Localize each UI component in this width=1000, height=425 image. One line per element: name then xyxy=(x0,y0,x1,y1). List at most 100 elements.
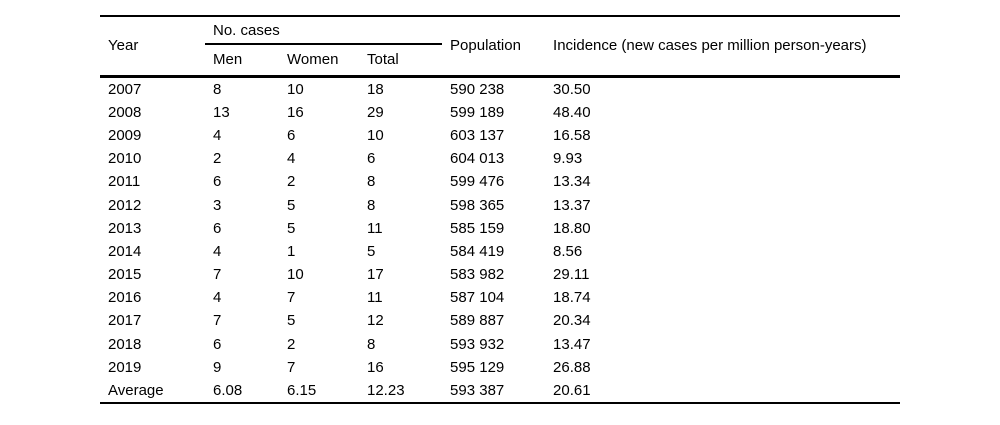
table-row: 2008 13 16 29 599 189 48.40 xyxy=(100,101,900,124)
cell-population: 583 982 xyxy=(450,266,505,284)
cell-men: 6 xyxy=(213,173,222,191)
cell-men: 8 xyxy=(213,80,222,98)
cell-total: 8 xyxy=(367,335,376,353)
cell-population: 589 887 xyxy=(450,312,505,330)
cell-men: 3 xyxy=(213,196,222,214)
cell-incidence: 26.88 xyxy=(553,358,591,376)
cell-men: 7 xyxy=(213,312,222,330)
cell-year: 2011 xyxy=(108,173,141,191)
cell-women: 16 xyxy=(287,103,304,121)
cell-population: 585 159 xyxy=(450,219,505,237)
cell-population: 595 129 xyxy=(450,358,505,376)
table-row: 2019 9 7 16 595 129 26.88 xyxy=(100,356,900,379)
cell-total: 8 xyxy=(367,196,376,214)
cell-total: 5 xyxy=(367,242,376,260)
incidence-table: Year No. cases Population Incidence (new… xyxy=(100,15,901,405)
cell-women: 1 xyxy=(287,242,296,260)
table-row: 2015 7 10 17 583 982 29.11 xyxy=(100,263,900,286)
cell-year: 2012 xyxy=(108,196,142,214)
col-header-no-cases: No. cases xyxy=(205,16,443,45)
cell-total: 6 xyxy=(367,150,376,168)
cell-men: 6.08 xyxy=(213,382,243,400)
cell-incidence: 8.56 xyxy=(553,242,583,260)
cell-incidence: 18.80 xyxy=(553,219,591,237)
cell-total: 8 xyxy=(367,173,376,191)
cell-men: 4 xyxy=(213,242,222,260)
cell-incidence: 13.47 xyxy=(553,335,591,353)
cell-women: 7 xyxy=(287,358,296,376)
cell-year: 2018 xyxy=(108,335,142,353)
cell-year: 2014 xyxy=(108,242,142,260)
cell-men: 6 xyxy=(213,335,222,353)
cell-total: 11 xyxy=(367,289,383,307)
cell-population: 584 419 xyxy=(450,242,505,260)
cell-men: 7 xyxy=(213,266,222,284)
cell-total: 12 xyxy=(367,312,384,330)
table-row: 2011 6 2 8 599 476 13.34 xyxy=(100,170,900,193)
cell-year: 2010 xyxy=(108,150,142,168)
cell-women: 2 xyxy=(287,173,296,191)
cell-population: 587 104 xyxy=(450,289,505,307)
cell-women: 10 xyxy=(287,266,304,284)
cell-incidence: 48.40 xyxy=(553,103,591,121)
cell-women: 2 xyxy=(287,335,296,353)
cell-women: 7 xyxy=(287,289,296,307)
cell-year: 2015 xyxy=(108,266,142,284)
cell-women: 5 xyxy=(287,196,296,214)
cell-population: 599 476 xyxy=(450,173,505,191)
cell-population: 599 189 xyxy=(450,103,505,121)
cell-year: 2007 xyxy=(108,80,142,98)
cell-incidence: 13.37 xyxy=(553,196,591,214)
cell-men: 4 xyxy=(213,289,222,307)
table-header: Year No. cases Population Incidence (new… xyxy=(100,16,901,78)
table-row: 2016 4 7 11 587 104 18.74 xyxy=(100,286,900,309)
table-row: 2013 6 5 11 585 159 18.80 xyxy=(100,217,900,240)
cell-population: 593 387 xyxy=(450,382,505,400)
table-row: 2018 6 2 8 593 932 13.47 xyxy=(100,333,900,356)
cell-population: 603 137 xyxy=(450,126,505,144)
cell-year: 2013 xyxy=(108,219,142,237)
table-body: 2007 8 10 18 590 238 30.50 2008 13 16 29… xyxy=(100,76,900,403)
cell-population: 593 932 xyxy=(450,335,505,353)
cell-population: 604 013 xyxy=(450,150,505,168)
cell-total: 17 xyxy=(367,266,384,284)
col-header-incidence: Incidence (new cases per million person-… xyxy=(545,16,901,78)
cell-year: 2017 xyxy=(108,312,142,330)
cell-total: 18 xyxy=(367,80,384,98)
cell-incidence: 16.58 xyxy=(553,126,591,144)
cell-incidence: 30.50 xyxy=(553,80,591,98)
cell-women: 5 xyxy=(287,219,296,237)
cell-incidence: 9.93 xyxy=(553,150,583,168)
cell-incidence: 18.74 xyxy=(553,289,591,307)
cell-total: 11 xyxy=(367,219,383,237)
col-header-total: Total xyxy=(359,44,443,78)
cell-women: 10 xyxy=(287,80,304,98)
cell-year: 2016 xyxy=(108,289,142,307)
cell-year: 2019 xyxy=(108,358,142,376)
cell-total: 29 xyxy=(367,103,384,121)
cell-incidence: 20.34 xyxy=(553,312,591,330)
table-row: 2009 4 6 10 603 137 16.58 xyxy=(100,124,900,147)
header-row-sub: Men Women Total xyxy=(100,44,900,78)
col-header-year: Year xyxy=(100,16,205,78)
cell-population: 598 365 xyxy=(450,196,505,214)
cell-women: 4 xyxy=(287,150,296,168)
table-row: Average 6.08 6.15 12.23 593 387 20.61 xyxy=(100,379,900,403)
cell-incidence: 29.11 xyxy=(553,266,590,284)
cell-incidence: 13.34 xyxy=(553,173,591,191)
col-header-men: Men xyxy=(205,44,279,78)
table-row: 2017 7 5 12 589 887 20.34 xyxy=(100,309,900,332)
cell-year: 2009 xyxy=(108,126,142,144)
cell-total: 12.23 xyxy=(367,382,405,400)
cell-women: 6.15 xyxy=(287,382,317,400)
cell-total: 10 xyxy=(367,126,384,144)
cell-population: 590 238 xyxy=(450,80,505,98)
table-row: 2007 8 10 18 590 238 30.50 xyxy=(100,76,900,101)
col-header-population: Population xyxy=(442,16,546,78)
table-row: 2014 4 1 5 584 419 8.56 xyxy=(100,240,900,263)
col-header-women: Women xyxy=(279,44,359,78)
cell-men: 9 xyxy=(213,358,222,376)
cell-men: 13 xyxy=(213,103,230,121)
cell-men: 2 xyxy=(213,150,222,168)
